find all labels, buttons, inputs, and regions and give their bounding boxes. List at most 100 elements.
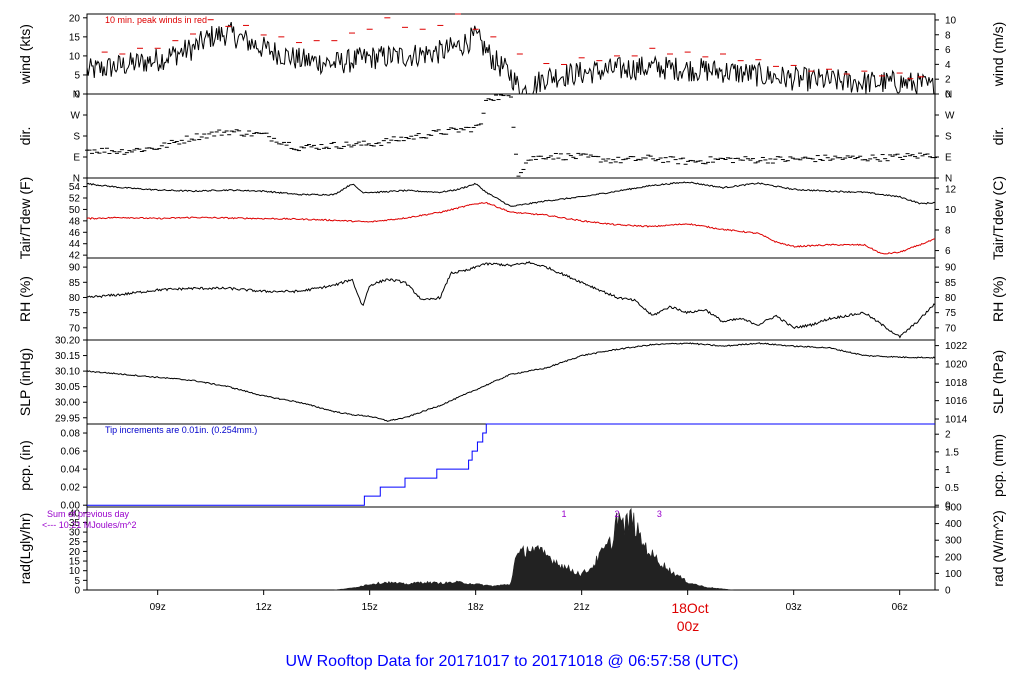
y-tick-label: 50 xyxy=(69,205,81,216)
y-tick-label-right: 0 xyxy=(945,90,951,101)
panel-annotation: Tip increments are 0.01in. (0.254mm.) xyxy=(105,425,257,435)
rad-marker: 3 xyxy=(657,509,662,519)
y-tick-label-right: 400 xyxy=(945,519,962,530)
y-tick-label: 0.00 xyxy=(61,501,81,512)
x-tick-label: 15z xyxy=(362,602,378,613)
y-tick-label: 30.00 xyxy=(55,398,80,409)
y-tick-label: S xyxy=(73,132,80,143)
y-tick-label: 30.20 xyxy=(55,336,80,347)
rad-sum-value: <--- 10.21 MJoules/m^2 xyxy=(42,520,137,530)
y-tick-label: 0.02 xyxy=(61,483,81,494)
y-axis-label: Tair/Tdew (F) xyxy=(17,177,33,259)
y-tick-label: 10 xyxy=(69,51,81,62)
y-tick-label: 30.10 xyxy=(55,367,80,378)
y-tick-label-right: 6 xyxy=(945,45,951,56)
x-tick-label: 12z xyxy=(256,602,272,613)
y-tick-label: 25 xyxy=(69,537,81,548)
y-axis-label: SLP (inHg) xyxy=(17,348,33,416)
x-tick-label: 18z xyxy=(468,602,484,613)
x-tick-label: 06z xyxy=(892,602,908,613)
y-tick-label: 90 xyxy=(69,263,81,274)
series-line xyxy=(87,423,935,506)
y-axis-label-right: wind (m/s) xyxy=(990,22,1006,88)
y-tick-label-right: 0.5 xyxy=(945,483,959,494)
y-tick-label-right: 8 xyxy=(945,226,951,237)
x-tick-label: 03z xyxy=(786,602,802,613)
rad-marker: 2 xyxy=(614,509,619,519)
y-tick-label: 30 xyxy=(69,528,81,539)
y-tick-label-right: 6 xyxy=(945,246,951,257)
y-tick-label-right: N xyxy=(945,90,952,101)
y-tick-label: W xyxy=(71,111,81,122)
y-axis-label-right: Tair/Tdew (C) xyxy=(990,176,1006,260)
panel-rad: 05101520253035400100200300400500rad(Lgly… xyxy=(17,503,1006,597)
y-tick-label: 0.08 xyxy=(61,429,81,440)
day-sublabel: 00z xyxy=(677,618,700,634)
y-tick-label: 0 xyxy=(74,90,80,101)
y-tick-label: 85 xyxy=(69,278,81,289)
y-tick-label-right: 1020 xyxy=(945,359,968,370)
y-tick-label: N xyxy=(73,90,80,101)
y-tick-label: 10 xyxy=(69,566,81,577)
y-tick-label: 70 xyxy=(69,323,81,334)
y-axis-label-right: rad (W/m^2) xyxy=(990,510,1006,587)
y-tick-label: 30.05 xyxy=(55,382,80,393)
y-tick-label: 15 xyxy=(69,557,81,568)
y-tick-label: 5 xyxy=(74,576,80,587)
y-tick-label-right: N xyxy=(945,174,952,185)
y-tick-label-right: 12 xyxy=(945,184,957,195)
panel-slp: 29.95 30.00 30.05 30.10 30.15 30.20 1014 1016 10… xyxy=(17,336,1006,426)
y-tick-label-right: 1 xyxy=(945,465,951,476)
y-tick-label-right: 2 xyxy=(945,75,951,86)
y-tick-label-right: 10 xyxy=(945,205,957,216)
y-tick-label-right: 90 xyxy=(945,263,957,274)
y-axis-label-right: RH (%) xyxy=(990,276,1006,322)
y-tick-label: 48 xyxy=(69,216,81,227)
y-tick-label: 75 xyxy=(69,308,81,319)
y-tick-label-right: 2 xyxy=(945,430,951,441)
y-axis-label: wind (kts) xyxy=(17,24,33,85)
y-tick-label-right: 500 xyxy=(945,503,962,514)
y-tick-label: 42 xyxy=(69,251,81,262)
y-axis-label: pcp. (in) xyxy=(17,440,33,491)
rad-marker: 1 xyxy=(561,509,566,519)
y-tick-label: 46 xyxy=(69,228,81,239)
x-tick-label: 21z xyxy=(574,602,590,613)
series-line xyxy=(86,181,936,207)
y-tick-label: 0.06 xyxy=(61,447,81,458)
day-label: 18Oct xyxy=(671,600,708,616)
y-tick-label-right: 0 xyxy=(945,501,951,512)
radiation-area xyxy=(334,507,734,591)
y-tick-label-right: 1022 xyxy=(945,341,968,352)
y-axis-label-right: SLP (hPa) xyxy=(990,350,1006,414)
y-tick-label-right: 10 xyxy=(945,15,957,26)
y-tick-label: 0 xyxy=(74,586,80,597)
y-tick-label: 20 xyxy=(69,547,81,558)
y-tick-label-right: 8 xyxy=(945,30,951,41)
y-tick-label: 0.04 xyxy=(61,465,81,476)
y-axis-label: dir. xyxy=(17,127,33,146)
y-tick-label-right: 200 xyxy=(945,552,962,563)
y-tick-label-right: 1014 xyxy=(945,415,968,426)
y-tick-label-right: 75 xyxy=(945,308,957,319)
y-tick-label-right: W xyxy=(945,111,955,122)
footer-title: UW Rooftop Data for 20171017 to 20171018… xyxy=(286,653,739,670)
y-tick-label: N xyxy=(73,174,80,185)
y-axis-label: RH (%) xyxy=(17,276,33,322)
rad-sum-label: Sum of previous day xyxy=(47,509,130,519)
series-line xyxy=(86,342,936,422)
y-tick-label: 35 xyxy=(69,518,81,529)
y-axis-label: rad(Lgly/hr) xyxy=(17,513,33,585)
y-axis-label-right: dir. xyxy=(990,127,1006,146)
panel-pcp: 0.00 0.02 0.04 0.06 0.08 0 0.5 1 1.5 2 pcp. (in) pc… xyxy=(17,423,1006,512)
y-tick-label: 52 xyxy=(69,194,81,205)
y-tick-label-right: S xyxy=(945,132,952,143)
y-tick-label: 80 xyxy=(69,293,81,304)
y-tick-label: 15 xyxy=(69,32,81,43)
y-tick-label-right: 1016 xyxy=(945,396,968,407)
y-tick-label-right: 1018 xyxy=(945,378,968,389)
y-tick-label: 29.95 xyxy=(55,413,80,424)
